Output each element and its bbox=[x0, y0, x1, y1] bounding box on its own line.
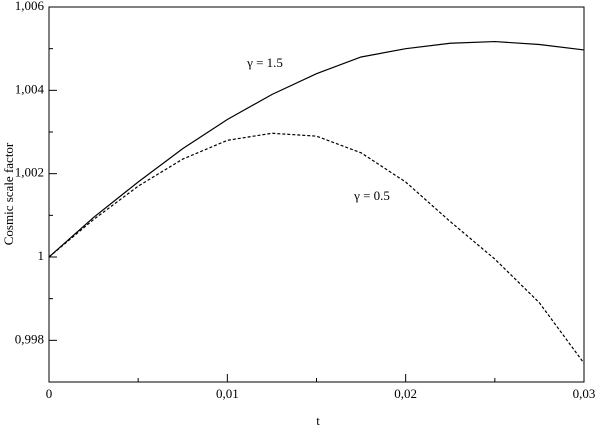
y-tick-label: 1,002 bbox=[15, 165, 44, 180]
y-tick-label: 1,004 bbox=[15, 81, 45, 96]
y-tick-label: 1 bbox=[38, 248, 45, 263]
x-tick-label: 0 bbox=[46, 386, 53, 401]
series-line bbox=[48, 132, 585, 364]
x-tick-label: 0,02 bbox=[394, 386, 417, 401]
y-tick-label: 0,998 bbox=[15, 331, 44, 346]
x-tick-label: 0,01 bbox=[216, 386, 239, 401]
x-tick-label: 0,03 bbox=[573, 386, 596, 401]
y-tick-label: 1,006 bbox=[15, 0, 45, 13]
series-line bbox=[48, 40, 585, 258]
plot-frame bbox=[48, 6, 585, 383]
y-axis-label: Cosmic scale factor bbox=[1, 142, 16, 245]
series-label: γ = 0.5 bbox=[353, 188, 390, 203]
x-axis-label: t bbox=[316, 413, 320, 428]
series-label: γ = 1.5 bbox=[246, 55, 283, 70]
